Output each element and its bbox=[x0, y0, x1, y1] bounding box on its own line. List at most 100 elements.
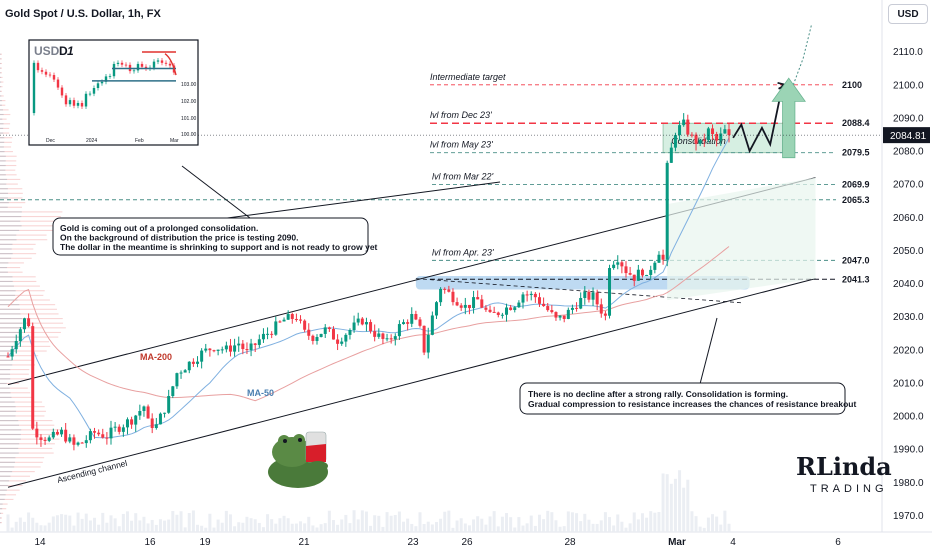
volume-bar bbox=[488, 516, 492, 532]
volume-bar bbox=[158, 519, 162, 532]
candle-body bbox=[719, 133, 723, 141]
volume-profile-bar bbox=[0, 72, 1, 74]
candle-body bbox=[88, 431, 92, 441]
volume-bar bbox=[612, 525, 616, 532]
rally-area bbox=[667, 177, 816, 301]
candle-body bbox=[554, 312, 558, 318]
time-tick: 6 bbox=[835, 537, 841, 548]
price-axis[interactable]: 1970.0 1980.0 1990.0 2000.0 2010.0 2020.0 2030… bbox=[0, 47, 930, 522]
volume-profile-bar bbox=[0, 72, 2, 74]
volume-profile-bar bbox=[0, 81, 2, 83]
candle-body bbox=[39, 437, 43, 440]
currency-button[interactable]: USD bbox=[888, 4, 928, 24]
volume-bar bbox=[669, 483, 673, 532]
inset-candle-body bbox=[60, 87, 64, 96]
volume-profile-bar bbox=[0, 387, 10, 389]
volume-bar bbox=[455, 520, 459, 532]
volume-profile-bar bbox=[0, 341, 18, 343]
volume-bar bbox=[187, 513, 191, 532]
candle-body bbox=[130, 419, 134, 425]
candle-body bbox=[657, 254, 661, 263]
ma50-label: MA-50 bbox=[247, 388, 274, 398]
volume-profile-bar bbox=[0, 308, 20, 310]
volume-bar bbox=[698, 526, 702, 532]
last-price-tag bbox=[883, 127, 930, 144]
candle-body bbox=[410, 313, 414, 324]
candle-body bbox=[439, 288, 443, 303]
level-label-2100: 2100 bbox=[842, 80, 862, 90]
time-tick: 4 bbox=[730, 537, 736, 548]
volume-bar bbox=[348, 523, 352, 532]
candle-body bbox=[171, 386, 175, 396]
volume-profile-bar bbox=[0, 62, 2, 65]
candle-body bbox=[599, 304, 603, 314]
price-tick: 2090.0 bbox=[893, 113, 924, 124]
candle-body bbox=[616, 262, 620, 265]
price-tick: 2030.0 bbox=[893, 312, 924, 323]
volume-profile-bar bbox=[0, 285, 40, 287]
candle-body bbox=[22, 318, 26, 330]
volume-bar bbox=[224, 510, 228, 532]
candle-body bbox=[179, 372, 183, 374]
candle-body bbox=[649, 269, 653, 275]
volume-profile-bar bbox=[0, 498, 14, 500]
volume-bar bbox=[261, 527, 265, 532]
price-tick: 2050.0 bbox=[893, 246, 924, 257]
volume-profile-bar bbox=[0, 151, 5, 153]
volume-profile-bar bbox=[0, 183, 7, 185]
volume-profile-bar bbox=[0, 192, 23, 194]
volume-bar bbox=[570, 512, 574, 532]
inset-candle-body bbox=[140, 63, 144, 67]
candle-body bbox=[459, 305, 463, 308]
volume-bar bbox=[661, 473, 665, 532]
candle-body bbox=[517, 302, 521, 308]
volume-profile-bar bbox=[0, 280, 13, 283]
volume-profile-bar bbox=[0, 174, 17, 176]
level-label-2047.0: 2047.0 bbox=[842, 255, 870, 265]
volume-profile-bar bbox=[0, 494, 6, 496]
price-tick: 2000.0 bbox=[893, 412, 924, 423]
volume-profile-bar bbox=[0, 146, 4, 148]
volume-profile-bar bbox=[0, 466, 15, 468]
level-note-2079.5: lvl from May 23' bbox=[430, 140, 493, 150]
volume-profile-bar bbox=[0, 276, 13, 278]
volume-profile-bar bbox=[0, 322, 23, 324]
candle-body bbox=[331, 329, 335, 340]
note1-line2: On the background of distribution the pr… bbox=[60, 233, 299, 243]
volume-profile-bar bbox=[0, 410, 46, 412]
volume-profile-bar bbox=[0, 113, 11, 116]
volume-profile-bar bbox=[0, 424, 20, 426]
volume-profile-bar bbox=[0, 369, 30, 371]
volume-profile-bar bbox=[0, 433, 60, 436]
volume-bar bbox=[566, 511, 570, 532]
candle-body bbox=[294, 318, 298, 320]
volume-bar bbox=[286, 518, 290, 532]
volume-bar bbox=[39, 525, 43, 532]
inset-candle-body bbox=[100, 81, 104, 84]
volume-bar bbox=[364, 511, 368, 532]
volume-bar bbox=[101, 512, 105, 532]
volume-bar bbox=[336, 524, 340, 532]
volume-profile-bar bbox=[0, 331, 61, 334]
volume-bar bbox=[10, 527, 14, 532]
volume-bar bbox=[653, 512, 657, 532]
candle-body bbox=[360, 318, 364, 325]
volume-bar bbox=[381, 526, 385, 532]
note2-line2: Gradual compression to resistance increa… bbox=[528, 399, 856, 409]
volume-profile-bar bbox=[0, 294, 44, 296]
volume-bar bbox=[583, 513, 587, 532]
volume-profile-bar bbox=[0, 234, 47, 236]
volume-bar bbox=[603, 512, 607, 532]
candle-body bbox=[315, 336, 319, 341]
volume-profile-bar bbox=[0, 452, 19, 454]
volume-profile-bar bbox=[0, 257, 12, 259]
volume-bar bbox=[418, 512, 422, 532]
time-axis[interactable]: 14 16 19 21 23 26 28 Mar 4 6 bbox=[34, 537, 841, 548]
candle-body bbox=[628, 273, 632, 275]
volume-bar bbox=[154, 524, 158, 532]
candle-body bbox=[97, 432, 101, 435]
volume-profile-bar bbox=[0, 67, 2, 69]
candle-body bbox=[93, 431, 97, 433]
volume-bar bbox=[537, 514, 541, 532]
volume-profile-bar bbox=[0, 215, 61, 218]
